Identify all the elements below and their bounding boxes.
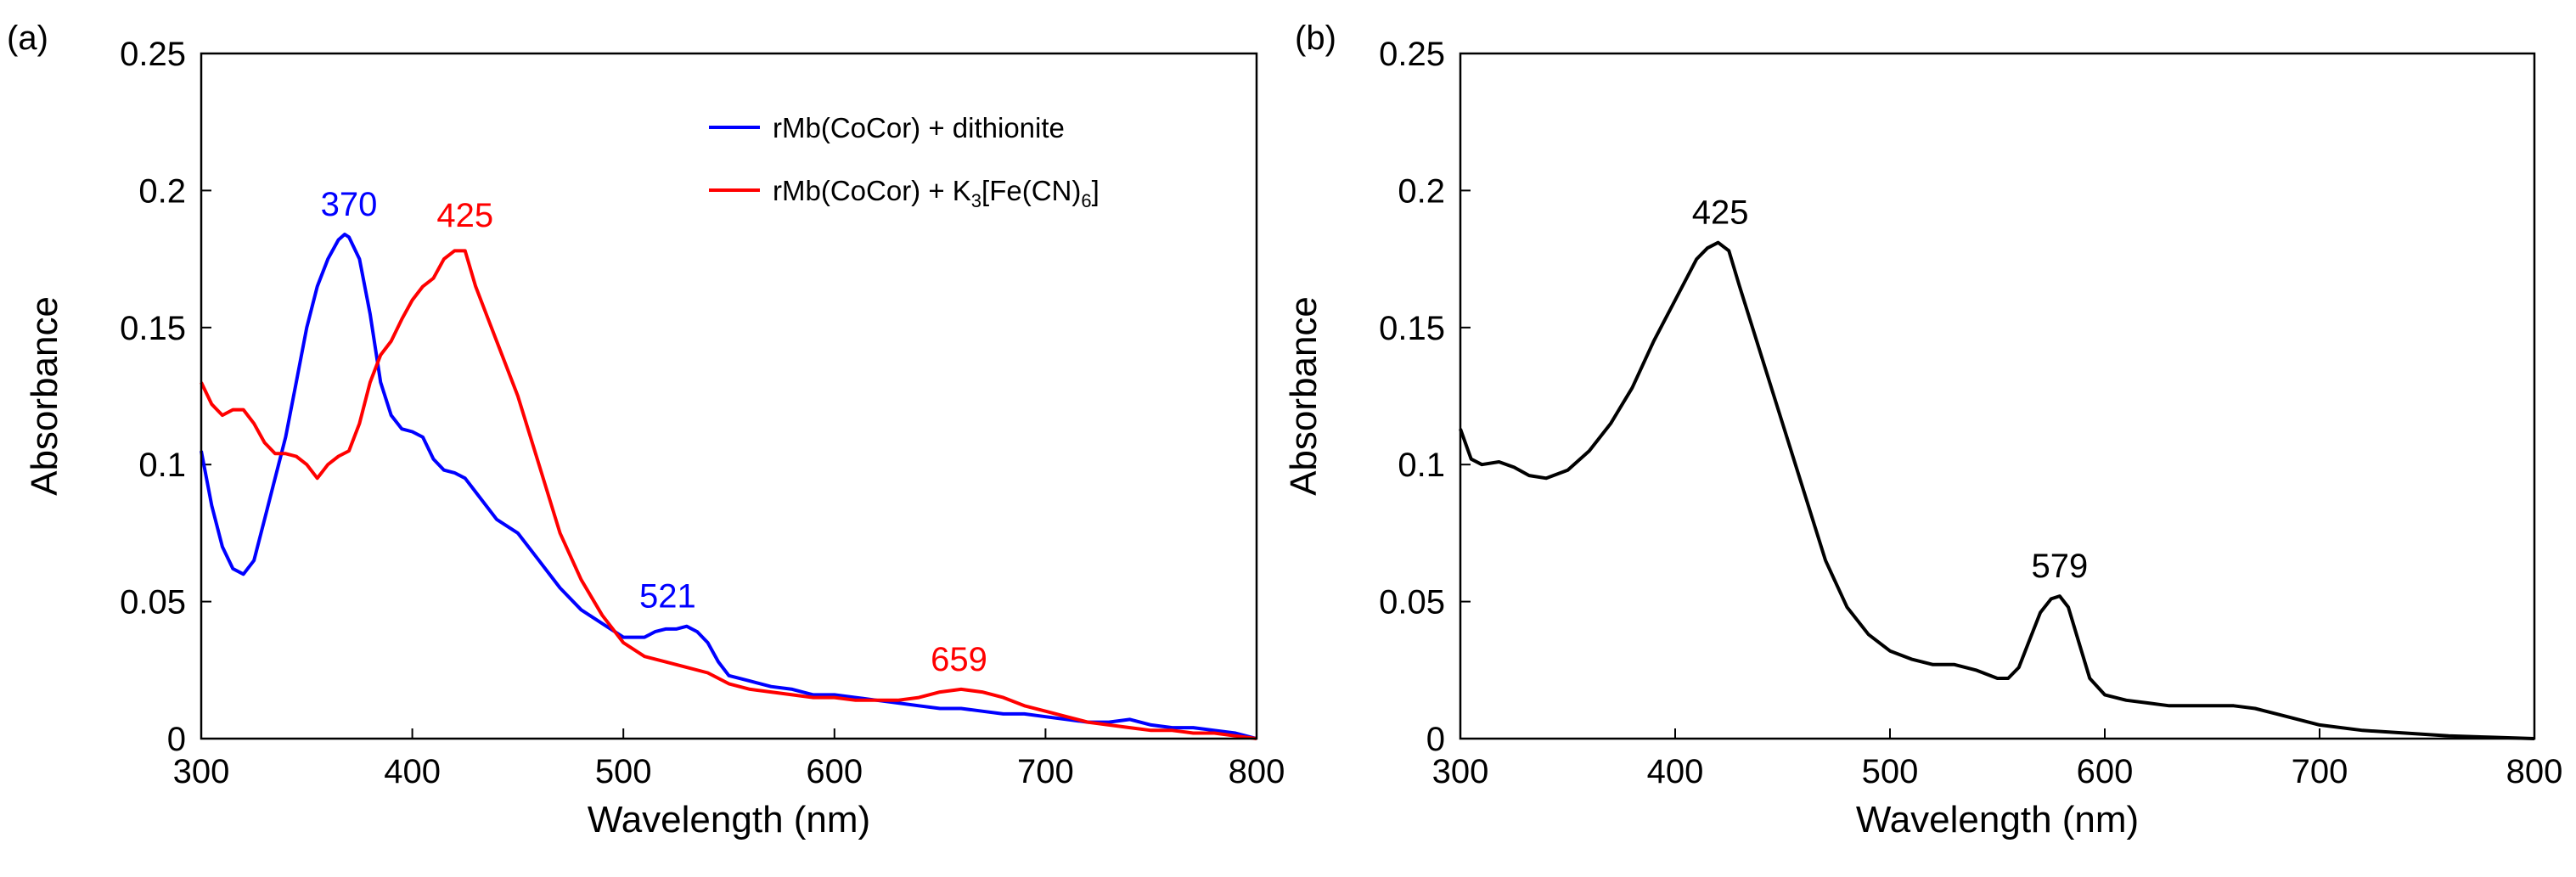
panel-label-b: (b) bbox=[1295, 20, 1336, 57]
x-tick-label: 400 bbox=[1647, 753, 1704, 790]
x-tick-label: 800 bbox=[2506, 753, 2563, 790]
legend-label-dithionite: rMb(CoCor) + dithionite bbox=[773, 112, 1065, 143]
annotations-b: 425 579 bbox=[1692, 194, 2088, 585]
peak-label: 659 bbox=[931, 641, 987, 678]
y-tick-label: 0.2 bbox=[1398, 172, 1445, 210]
series-group-b bbox=[1459, 240, 2535, 740]
y-axis-ticks-b: 0 0.05 0.1 0.15 0.2 0.25 bbox=[1379, 36, 1471, 758]
x-axis-label-b: Wavelength (nm) bbox=[1856, 799, 2139, 840]
x-axis-ticks-b: 300 400 500 600 700 800 bbox=[1432, 728, 2563, 790]
chart-panel-b: (b) 0 0.05 0.1 0.15 0.2 0.25 300 400 500 600 700 8… bbox=[1283, 20, 2562, 840]
y-tick-label: 0.15 bbox=[120, 310, 186, 347]
peak-label: 521 bbox=[639, 578, 696, 616]
peak-label: 425 bbox=[1692, 194, 1749, 232]
x-axis-label-a: Wavelength (nm) bbox=[588, 799, 870, 840]
y-tick-label: 0.05 bbox=[120, 584, 186, 621]
y-tick-label: 0 bbox=[1426, 721, 1445, 758]
y-tick-label: 0.25 bbox=[1379, 36, 1445, 73]
series-line-1 bbox=[200, 233, 1257, 740]
y-axis-label-b: Absorbance bbox=[1283, 296, 1325, 496]
y-tick-label: 0.25 bbox=[120, 36, 186, 73]
x-axis-ticks-a: 300 400 500 600 700 800 bbox=[173, 728, 1285, 790]
x-tick-label: 600 bbox=[2077, 753, 2134, 790]
y-tick-label: 0.15 bbox=[1379, 310, 1445, 347]
x-tick-label: 700 bbox=[1017, 753, 1074, 790]
peak-label: 425 bbox=[436, 197, 493, 234]
x-tick-label: 300 bbox=[173, 753, 230, 790]
x-tick-label: 600 bbox=[806, 753, 863, 790]
plot-frame-b bbox=[1459, 52, 2536, 740]
series-line-2 bbox=[200, 249, 1257, 740]
peak-label: 579 bbox=[2031, 548, 2088, 585]
y-tick-label: 0.1 bbox=[1398, 447, 1445, 484]
y-tick-label: 0.2 bbox=[138, 172, 186, 210]
x-tick-label: 400 bbox=[384, 753, 441, 790]
y-axis-ticks-a: 0 0.05 0.1 0.15 0.2 0.25 bbox=[120, 36, 211, 758]
plot-frame-a bbox=[200, 52, 1258, 740]
peak-label: 370 bbox=[321, 186, 378, 223]
chart-panel-a: (a) 0 0.05 0.1 0.15 0.2 0.25 300 400 500 600 700 8… bbox=[7, 20, 1285, 840]
x-tick-label: 500 bbox=[595, 753, 652, 790]
y-tick-label: 0.1 bbox=[138, 447, 186, 484]
y-axis-label-a: Absorbance bbox=[24, 296, 65, 496]
x-tick-label: 800 bbox=[1229, 753, 1285, 790]
x-tick-label: 300 bbox=[1432, 753, 1489, 790]
y-tick-label: 0.05 bbox=[1379, 584, 1445, 621]
series-line-1 bbox=[1459, 240, 2535, 740]
x-tick-label: 500 bbox=[1862, 753, 1919, 790]
annotations-a: 370 425 521 659 bbox=[321, 186, 987, 678]
series-group-a bbox=[200, 233, 1257, 740]
x-tick-label: 700 bbox=[2292, 753, 2348, 790]
legend-label-ferricyanide: rMb(CoCor) + K3[Fe(CN)6] bbox=[773, 175, 1100, 211]
panel-label-a: (a) bbox=[7, 20, 48, 57]
y-tick-label: 0 bbox=[167, 721, 186, 758]
legend-a: rMb(CoCor) + dithionite rMb(CoCor) + K3[… bbox=[709, 112, 1100, 211]
